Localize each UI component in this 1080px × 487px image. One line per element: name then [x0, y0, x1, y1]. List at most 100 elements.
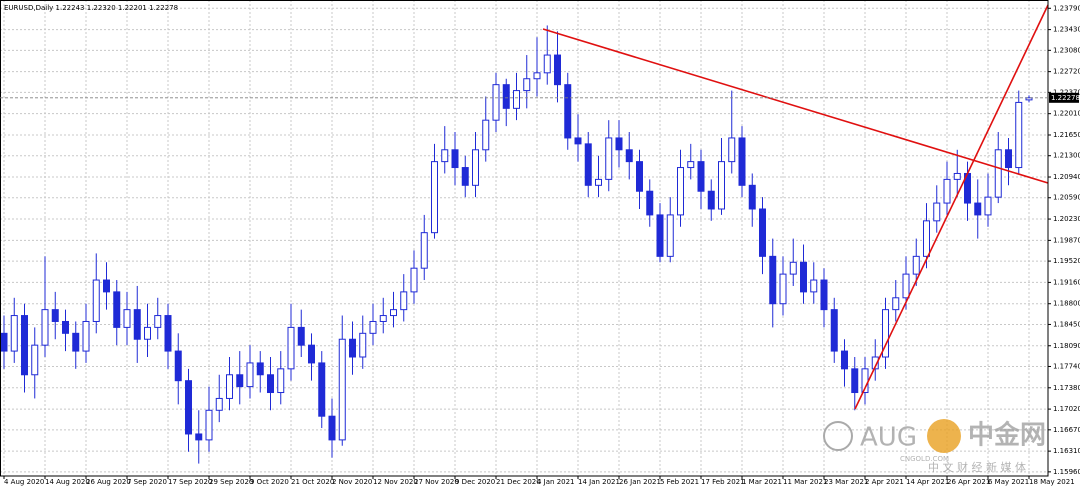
y-tick-label: 1.20940 [1053, 173, 1080, 181]
y-tick-label: 1.18090 [1053, 342, 1080, 350]
candle-body [379, 315, 387, 322]
x-tick-label: 12 Nov 2020 [373, 478, 418, 486]
x-tick-label: 2 Apr 2021 [865, 478, 904, 486]
watermark-logo-mark [927, 419, 961, 453]
candle-body [707, 190, 715, 210]
candle-body [871, 356, 879, 370]
candle-body [666, 214, 674, 257]
candle-body [646, 190, 654, 216]
x-tick-label: 17 Sep 2020 [168, 478, 212, 486]
x-tick-label: 27 Nov 2020 [414, 478, 459, 486]
candle-body [892, 297, 900, 311]
candle-body [759, 208, 766, 257]
y-tick-label: 1.19870 [1053, 236, 1080, 244]
candle-body [482, 119, 490, 151]
candle-body [236, 374, 244, 388]
candle-body [431, 161, 438, 234]
close-label: 1.22278 [149, 4, 178, 12]
candle-body [543, 54, 551, 74]
y-tick-label: 1.19520 [1053, 257, 1080, 265]
y-tick-label: 1.17020 [1053, 405, 1080, 413]
candle-body [92, 279, 100, 322]
y-tick-label: 1.23080 [1053, 46, 1080, 54]
candle-body [390, 309, 397, 317]
candle-body [195, 433, 203, 441]
candle-body [584, 143, 592, 186]
watermark-brand: AUG [860, 423, 917, 453]
candle-body [369, 320, 377, 334]
support-trendline [854, 4, 1049, 410]
candle-body [359, 332, 367, 358]
candle-body [923, 220, 930, 257]
y-tick-label: 1.15960 [1053, 468, 1080, 476]
candle-body [687, 161, 695, 169]
resistance-trendline [542, 28, 1049, 184]
y-tick-label: 1.21650 [1053, 131, 1080, 139]
x-tick-label: 9 Oct 2020 [250, 478, 289, 486]
y-tick-label: 1.21300 [1053, 152, 1080, 160]
candle-body [31, 344, 39, 376]
x-tick-label: 11 Mar 2021 [783, 478, 827, 486]
candle-body [810, 279, 818, 293]
x-tick-label: 14 Apr 2021 [906, 478, 949, 486]
x-tick-label: 9 Dec 2020 [455, 478, 495, 486]
candle-body [953, 172, 961, 180]
watermark-tagline: 中 文 财 经 新 媒 体 [928, 460, 1026, 474]
candle-body [595, 178, 602, 186]
candle-body [400, 291, 408, 311]
candle-body [502, 84, 510, 109]
candle-body [769, 255, 777, 305]
candle-body [1005, 149, 1012, 169]
x-tick-label: 26 Apr 2021 [947, 478, 990, 486]
watermark-icon [823, 421, 853, 451]
candle-body [605, 137, 613, 180]
candle-body [441, 149, 449, 163]
high-label: 1.22320 [87, 4, 116, 12]
candle-body [103, 279, 110, 293]
candle-body [226, 374, 233, 399]
x-tick-label: 5 Feb 2021 [660, 478, 699, 486]
candle-body [349, 338, 356, 358]
candle-body [636, 161, 643, 192]
candle-body [287, 326, 295, 370]
y-tick-label: 1.22010 [1053, 110, 1080, 118]
candle-body [615, 137, 623, 151]
candle-body [174, 350, 182, 382]
y-tick-label: 1.19160 [1053, 278, 1080, 286]
candle-body [902, 273, 910, 299]
y-tick-label: 1.23430 [1053, 26, 1080, 34]
x-tick-label: 21 Oct 2020 [291, 478, 334, 486]
y-tick-label: 1.23790 [1053, 4, 1080, 12]
candle-body [564, 84, 572, 139]
candle-body [492, 84, 500, 121]
x-tick-label: 17 Feb 2021 [701, 478, 745, 486]
candle-body [41, 309, 49, 346]
y-tick-label: 1.18800 [1053, 300, 1080, 308]
candle-body [256, 362, 264, 376]
x-tick-label: 26 Aug 2020 [86, 478, 131, 486]
watermark: AUG 中金网 CNGOLD.COM 中 文 财 经 新 媒 体 [823, 419, 1046, 474]
candle-body [841, 350, 848, 370]
candle-layer [0, 25, 1033, 464]
y-tick-label: 1.16670 [1053, 426, 1080, 434]
x-tick-label: 26 Jan 2021 [619, 478, 661, 486]
candle-body [338, 338, 346, 441]
candle-body [410, 267, 418, 293]
y-tick-label: 1.20590 [1053, 194, 1080, 202]
x-tick-label: 4 Aug 2020 [4, 478, 44, 486]
candle-body [933, 202, 941, 222]
candle-body [718, 161, 725, 210]
candle-body [728, 137, 736, 163]
x-tick-label: 23 Mar 2021 [824, 478, 868, 486]
candle-body [523, 78, 531, 92]
open-label: 1.22243 [56, 4, 85, 12]
candle-body [72, 332, 80, 352]
plot-frame [0, 0, 1049, 477]
candle-body [308, 344, 315, 364]
candle-body [912, 255, 920, 275]
candle-body [943, 178, 951, 204]
y-tick-label: 1.22720 [1053, 68, 1080, 76]
y-tick-label: 1.22370 [1053, 88, 1080, 96]
